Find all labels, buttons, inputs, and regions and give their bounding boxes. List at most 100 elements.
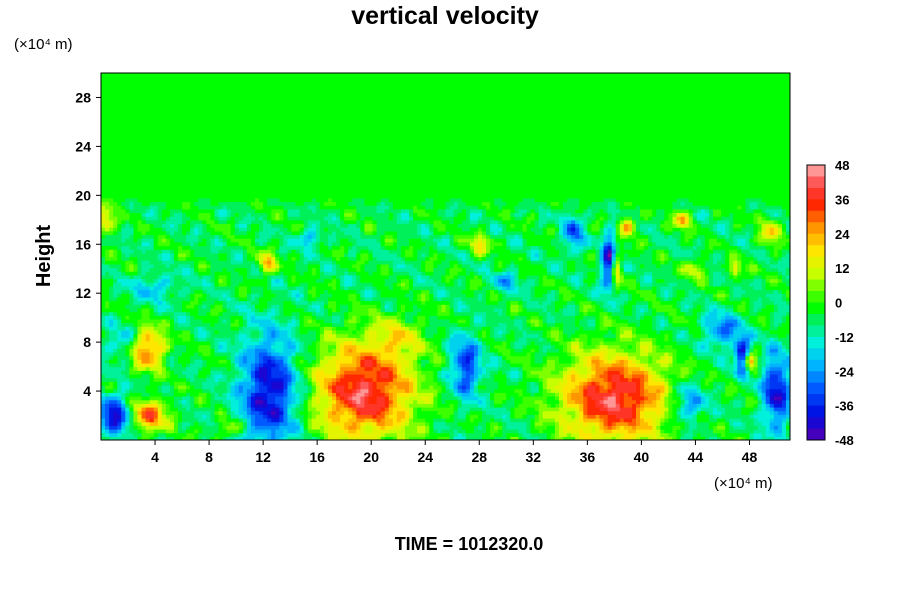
field-cell — [400, 337, 406, 342]
field-cell — [477, 432, 483, 437]
field-cell — [498, 395, 503, 401]
field-cell — [644, 366, 649, 371]
field-cell — [457, 333, 463, 338]
field-cell — [169, 337, 175, 342]
field-cell — [283, 399, 289, 404]
field-cell — [558, 344, 564, 349]
field-cell — [696, 384, 702, 390]
field-cell — [611, 417, 617, 423]
field-cell — [437, 417, 443, 423]
field-cell — [173, 366, 179, 371]
field-cell — [323, 333, 329, 338]
field-cell — [627, 333, 633, 338]
field-cell — [583, 392, 588, 397]
field-cell — [538, 432, 544, 437]
field-cell — [125, 384, 130, 390]
field-cell — [299, 406, 305, 412]
field-cell — [773, 351, 779, 357]
field-cell — [563, 410, 568, 415]
field-cell — [494, 362, 499, 368]
field-cell — [368, 417, 374, 423]
field-cell — [490, 428, 495, 434]
field-cell — [153, 329, 159, 335]
field-cell — [486, 425, 491, 430]
field-cell — [684, 421, 690, 426]
field-cell — [737, 355, 742, 360]
field-cell — [263, 388, 268, 393]
field-cell — [644, 373, 649, 379]
field-cell — [684, 333, 690, 338]
field-cell — [279, 388, 284, 393]
field-cell — [311, 340, 317, 346]
field-cell — [303, 388, 309, 393]
field-cell — [214, 403, 220, 408]
field-cell — [141, 410, 147, 415]
field-cell — [202, 366, 207, 371]
field-cell — [109, 366, 114, 371]
field-cell — [498, 384, 503, 390]
field-cell — [194, 417, 199, 423]
field-cell — [169, 410, 175, 415]
field-cell — [275, 392, 280, 397]
field-cell — [259, 333, 264, 338]
field-cell — [652, 359, 657, 364]
field-cell — [356, 388, 361, 393]
field-cell — [149, 366, 155, 371]
field-cell — [522, 366, 528, 371]
field-cell — [676, 351, 682, 357]
field-cell — [295, 410, 301, 415]
field-cell — [615, 340, 621, 346]
field-cell — [299, 432, 305, 437]
field-cell — [376, 399, 382, 404]
field-cell — [437, 377, 443, 382]
field-cell — [384, 344, 390, 349]
field-cell — [165, 432, 171, 437]
field-cell — [534, 377, 540, 382]
field-cell — [753, 373, 759, 379]
field-cell — [319, 370, 325, 375]
field-cell — [109, 359, 114, 364]
y-axis-label: Height — [33, 225, 55, 288]
field-cell — [340, 333, 345, 338]
field-cell — [121, 388, 126, 393]
field-cell — [729, 355, 734, 360]
field-cell — [198, 392, 203, 397]
field-cell — [267, 432, 272, 437]
field-cell — [327, 351, 333, 357]
field-cell — [348, 392, 353, 397]
field-cell — [210, 370, 216, 375]
field-cell — [741, 337, 747, 342]
field-cell — [644, 340, 649, 346]
field-cell — [623, 399, 629, 404]
field-cell — [352, 333, 357, 338]
field-cell — [445, 340, 451, 346]
field-cell — [546, 359, 552, 364]
field-cell — [757, 340, 763, 346]
field-cell — [429, 348, 434, 353]
field-cell — [234, 421, 240, 426]
field-cell — [157, 414, 163, 419]
field-cell — [461, 417, 467, 423]
field-cell — [218, 388, 224, 393]
field-cell — [287, 399, 293, 404]
field-cell — [348, 373, 353, 379]
field-cell — [417, 425, 422, 430]
field-cell — [486, 406, 491, 412]
field-cell — [133, 432, 139, 437]
field-cell — [218, 406, 224, 412]
field-cell — [781, 403, 787, 408]
field-cell — [773, 428, 779, 434]
field-cell — [421, 410, 426, 415]
field-cell — [717, 337, 722, 342]
field-cell — [656, 406, 661, 412]
field-cell — [777, 406, 783, 412]
field-cell — [785, 351, 790, 357]
field-cell — [510, 414, 515, 419]
field-cell — [242, 373, 248, 379]
field-cell — [733, 410, 738, 415]
field-cell — [526, 428, 532, 434]
field-cell — [737, 421, 742, 426]
field-cell — [530, 414, 536, 419]
field-cell — [729, 348, 734, 353]
